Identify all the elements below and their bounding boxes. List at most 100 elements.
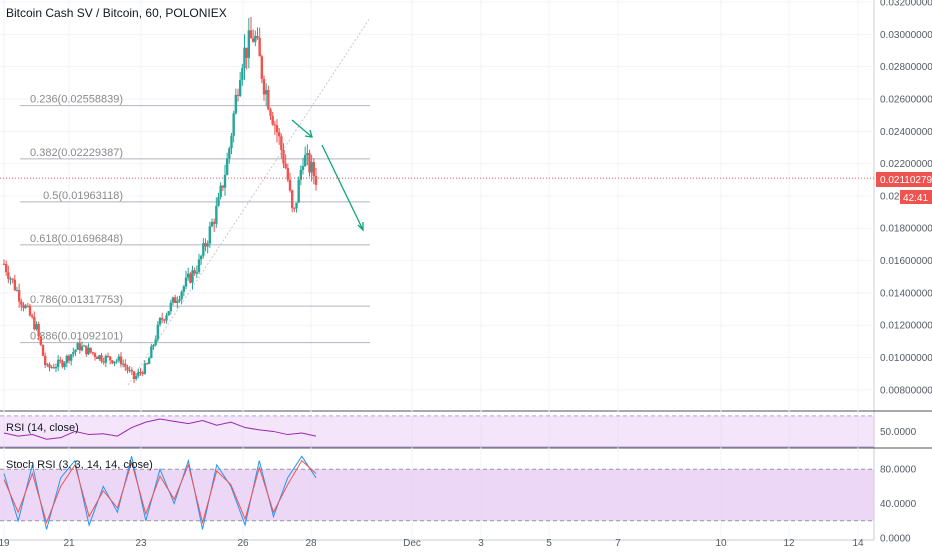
candle-body <box>98 355 101 359</box>
candle-body <box>54 367 58 369</box>
candle-body <box>215 205 218 224</box>
candle-body <box>35 324 38 330</box>
candle-body <box>186 273 190 278</box>
candle-body <box>28 306 32 316</box>
candle-body <box>282 150 285 164</box>
y-tick-label: 0.02800000 <box>880 62 932 73</box>
candle-body <box>147 358 151 364</box>
candle-body <box>314 176 318 185</box>
x-tick-label: 23 <box>135 538 147 549</box>
candle-body <box>212 221 216 224</box>
countdown-tag: 42:41 <box>900 190 932 204</box>
grid-layer <box>0 0 932 541</box>
candle-body <box>241 67 244 81</box>
candle-body <box>22 304 25 308</box>
candle-body <box>199 255 203 260</box>
candle-body <box>104 355 108 363</box>
candle-body <box>4 263 8 273</box>
candle-body <box>193 270 196 274</box>
rsi-title: RSI (14, close) <box>6 422 79 434</box>
candle-body <box>137 372 140 376</box>
fib-level-label: 0.382(0.02229387) <box>30 147 123 159</box>
forecast-arrowhead <box>304 129 313 138</box>
candle-body <box>143 363 147 374</box>
candle-body <box>33 316 36 330</box>
candle-body <box>254 35 257 42</box>
candle-body <box>277 132 281 137</box>
stoch-tick-label: 80.0000 <box>880 465 917 476</box>
rsi-tick-label: 50.0000 <box>880 427 917 438</box>
candle-body <box>303 154 307 167</box>
candle-body <box>290 190 294 208</box>
candle-body <box>108 356 112 361</box>
candle-body <box>26 305 30 307</box>
x-tick-label: 28 <box>305 538 317 549</box>
stoch-band <box>0 469 874 521</box>
candle-body <box>238 80 242 96</box>
fib-level-label: 0.618(0.01696848) <box>30 233 123 245</box>
candle-body <box>206 243 209 247</box>
candle-body <box>102 361 105 363</box>
x-tick-label: 21 <box>63 538 75 549</box>
candle-body <box>267 90 270 110</box>
y-tick-label: 0.03200000 <box>880 0 932 9</box>
y-tick-label: 0.01400000 <box>880 288 932 299</box>
stoch-tick-label: 40.0000 <box>880 499 917 510</box>
chart-title: Bitcoin Cash SV / Bitcoin, 60, POLONIEX <box>6 6 227 20</box>
candle-body <box>249 30 253 39</box>
candle-body <box>30 315 34 317</box>
x-tick-label: 26 <box>237 538 249 549</box>
candle-body <box>258 37 261 57</box>
candle-body <box>85 345 88 355</box>
candle-body <box>299 169 303 180</box>
candle-body <box>37 324 40 337</box>
candle-body <box>141 372 144 374</box>
candle-body <box>89 347 92 353</box>
fib-trend-line <box>127 17 371 386</box>
candle-body <box>41 344 45 356</box>
fib-level-label: 0.236(0.02558839) <box>30 94 123 106</box>
fibonacci-retracement[interactable]: 0.236(0.02558839) 0.382(0.02229387) 0.5(0.… <box>20 17 371 386</box>
candle-body <box>202 243 205 256</box>
candle-body <box>48 364 51 368</box>
candle-body <box>113 361 116 364</box>
candle-body <box>301 166 305 170</box>
x-tick-label: 3 <box>478 538 484 549</box>
drawing-overlay[interactable] <box>0 119 874 232</box>
x-tick-label: 14 <box>852 538 864 549</box>
candle-body <box>232 113 235 136</box>
y-tick-label: 0.01000000 <box>880 353 932 364</box>
candle-body <box>163 319 166 321</box>
candle-body <box>225 158 229 175</box>
candle-body <box>167 311 170 316</box>
x-tick-label: 5 <box>546 538 552 549</box>
candle-body <box>173 297 177 303</box>
candlestick-series <box>2 16 318 384</box>
stoch-rsi-title: Stoch RSI (3, 3, 14, 14, close) <box>6 459 153 471</box>
candle-body <box>178 299 181 302</box>
candle-body <box>219 185 222 198</box>
candle-body <box>134 375 138 380</box>
candle-body <box>251 38 255 42</box>
candle-body <box>210 221 214 227</box>
y-tick-label: 0.02600000 <box>880 94 932 105</box>
candle-body <box>247 30 251 58</box>
rsi-pane: 50.0000 <box>0 415 917 448</box>
candle-body <box>262 78 266 95</box>
rsi-line <box>3 418 317 440</box>
candle-body <box>20 301 23 305</box>
candle-body <box>217 197 220 206</box>
candle-body <box>121 363 125 365</box>
forecast-arrowhead <box>357 222 364 232</box>
candle-body <box>191 270 194 283</box>
candle-body <box>260 56 264 79</box>
candle-body <box>169 302 173 312</box>
candle-body <box>106 355 110 357</box>
candle-body <box>117 356 121 361</box>
candle-body <box>150 346 153 359</box>
candle-body <box>286 168 290 180</box>
candle-body <box>91 352 95 354</box>
candle-body <box>264 90 268 95</box>
stoch-tick-label: 0.0000 <box>880 534 911 545</box>
